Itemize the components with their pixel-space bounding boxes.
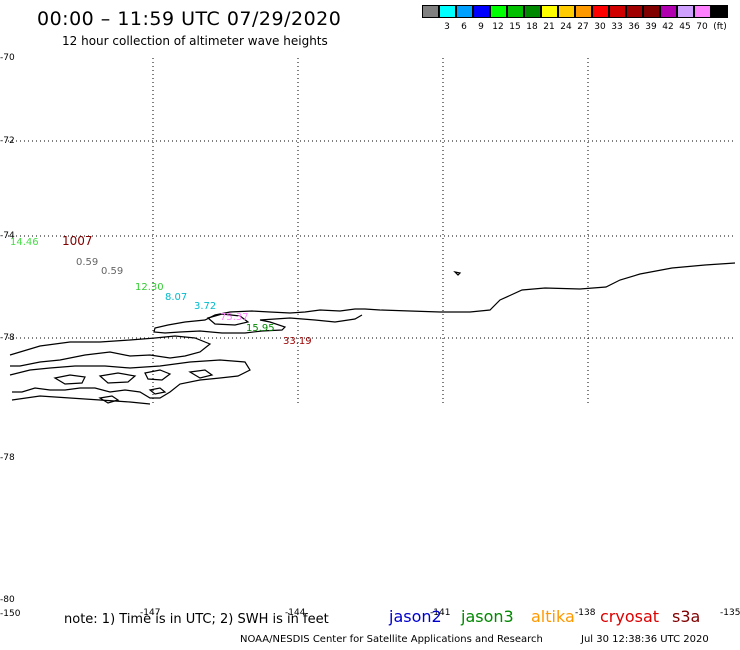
wave-height-label: 14.46 [10, 237, 39, 248]
legend-label: 15 [509, 22, 521, 32]
wave-height-labels: 14.46 1007 0.590.59 12.308.07 3.72 75.3715.95… [10, 234, 312, 347]
credit-line: NOAA/NESDIS Center for Satellite Applica… [240, 634, 543, 645]
legend-label: 45 [679, 22, 691, 32]
coastline [9, 262, 736, 405]
lat-label: -80 [0, 595, 15, 605]
legend-swatch [643, 5, 660, 18]
lon-label: -141 [430, 608, 450, 618]
satellite-label-jason2: jason2 [389, 607, 442, 626]
small-island [453, 271, 462, 276]
legend-label: 33 [611, 22, 623, 32]
legend-label: 6 [461, 22, 467, 32]
legend-label: 70 [696, 22, 708, 32]
lat-label: -74 [0, 231, 15, 241]
island-outline-1 [206, 313, 250, 326]
coast-land-2 [9, 359, 251, 399]
island-outline-3 [98, 372, 137, 384]
wave-height-label: 0.59 [101, 266, 123, 277]
legend-swatch [711, 5, 728, 18]
lon-label: -138 [575, 608, 596, 618]
generation-timestamp: Jul 30 12:38:36 UTC 2020 [581, 634, 709, 645]
footer-note: note: 1) Time is in UTC; 2) SWH is in fe… [64, 612, 329, 627]
satellite-label-jason3: jason3 [461, 607, 514, 626]
legend-label: 36 [628, 22, 640, 32]
ice-shelf-edge [153, 262, 736, 334]
legend-swatch [439, 5, 456, 18]
legend-swatch [422, 5, 439, 18]
legend-label: 18 [526, 22, 538, 32]
satellite-label-altika: altika [531, 607, 575, 626]
lat-label: -72 [0, 136, 15, 146]
lon-label: -150 [0, 609, 21, 619]
legend-swatch [541, 5, 558, 18]
legend-swatch [558, 5, 575, 18]
wave-height-label: 33.19 [283, 336, 312, 347]
coast-land-3 [11, 395, 151, 405]
lat-labels: -70 -72 -74 -78 -78 -80 [0, 53, 15, 605]
lon-labels: -150 -147 -144 -141 -138 -135 [0, 608, 740, 619]
legend-label: 21 [543, 22, 555, 32]
map-title: 00:00 – 11:59 UTC 07/29/2020 [37, 8, 342, 30]
lat-label: -70 [0, 53, 15, 63]
coast-land-1 [9, 335, 212, 367]
satellite-label-cryosat: cryosat [600, 607, 660, 626]
island-outline-6 [98, 395, 120, 404]
legend-label: 39 [645, 22, 657, 32]
legend-swatch [694, 5, 711, 18]
satellite-label-s3a: s3a [672, 607, 701, 626]
legend-swatch [524, 5, 541, 18]
legend-swatch [660, 5, 677, 18]
legend-swatch [490, 5, 507, 18]
legend-label: 12 [492, 22, 504, 32]
wave-height-label: 8.07 [165, 292, 187, 303]
legend-label: 3 [444, 22, 450, 32]
legend-swatch [456, 5, 473, 18]
legend-label: 9 [478, 22, 484, 32]
legend-label: 42 [662, 22, 674, 32]
island-outline-5 [188, 369, 214, 379]
legend-unit: (ft) [713, 22, 727, 32]
legend-swatch [473, 5, 490, 18]
legend-label: 24 [560, 22, 572, 32]
lat-label: -78 [0, 453, 15, 463]
legend-swatch [626, 5, 643, 18]
wave-height-label: 12.30 [135, 282, 164, 293]
wave-height-label: 75.37 [220, 312, 249, 323]
island-outline-7 [148, 387, 167, 395]
legend-swatch [507, 5, 524, 18]
legend-swatch [592, 5, 609, 18]
island-outline-2 [53, 374, 86, 385]
legend-swatch [677, 5, 694, 18]
lon-label: -144 [285, 608, 306, 618]
legend-label: 30 [594, 22, 606, 32]
lon-label: -135 [720, 608, 740, 618]
island-outline-4 [144, 369, 172, 381]
wave-height-label: 15.95 [246, 323, 275, 334]
lat-label: -78 [0, 333, 15, 343]
map-subtitle: 12 hour collection of altimeter wave hei… [62, 34, 328, 48]
wave-height-label: 3.72 [194, 301, 216, 312]
legend-label: 27 [577, 22, 589, 32]
wave-height-label: 0.59 [76, 257, 98, 268]
lon-label: -147 [140, 608, 160, 618]
legend-swatch [575, 5, 592, 18]
legend-swatch [609, 5, 626, 18]
wave-height-label: 1007 [62, 234, 93, 248]
